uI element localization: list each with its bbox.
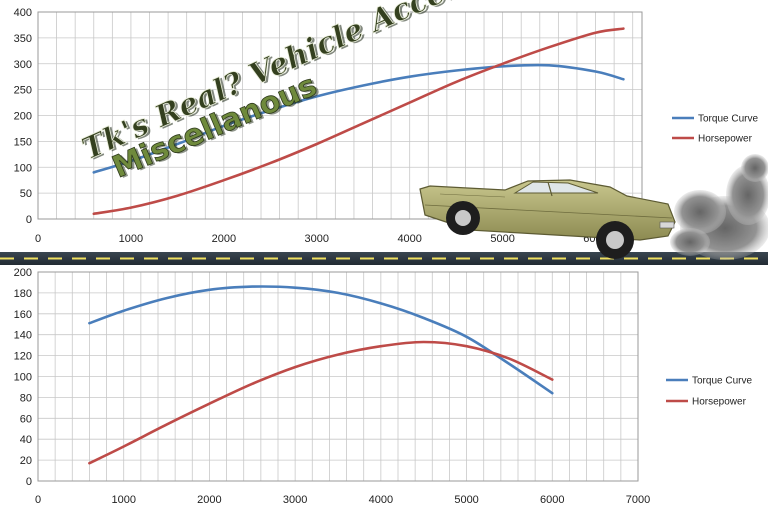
bottom-chart-y-tick-labels: 0 20 40 60 80 100 120 140 160 180 200: [14, 267, 32, 488]
top-chart-legend: Torque Curve Horsepower: [672, 114, 758, 145]
car-illustration: [419, 179, 676, 259]
y-tick-label: 80: [20, 392, 32, 404]
bottom-chart-series: [88, 285, 554, 465]
y-tick-label: 20: [20, 455, 32, 467]
series-line-torque-curve: [88, 285, 554, 395]
x-tick-label: 5000: [490, 233, 514, 245]
legend-label: Horsepower: [692, 397, 747, 408]
x-tick-label: 3000: [305, 233, 329, 245]
bottom-chart-x-tick-labels: 0 1000 2000 3000 4000 5000 6000 7000: [35, 494, 650, 506]
y-tick-label: 200: [14, 267, 32, 279]
y-tick-label: 200: [14, 111, 32, 123]
y-tick-label: 400: [14, 7, 32, 19]
bottom-chart-legend: Torque Curve Horsepower: [666, 376, 752, 408]
x-tick-label: 6000: [540, 494, 564, 506]
top-chart-x-tick-labels: 0 1000 2000 3000 4000 5000 6000: [35, 233, 608, 245]
y-tick-label: 140: [14, 330, 32, 342]
x-tick-label: 1000: [119, 233, 143, 245]
legend-label: Torque Curve: [698, 114, 758, 125]
y-tick-label: 100: [14, 162, 32, 174]
x-tick-label: 0: [35, 233, 41, 245]
top-chart: 0 50 100 150 200 250 300 350 400 0 1000 2000 3000 40…: [14, 7, 643, 245]
x-tick-label: 1000: [111, 494, 135, 506]
series-line-horsepower: [88, 340, 554, 465]
top-chart-grid: [37, 11, 643, 220]
y-tick-label: 150: [14, 136, 32, 148]
y-tick-label: 350: [14, 33, 32, 45]
x-tick-label: 7000: [626, 494, 650, 506]
x-tick-label: 3000: [283, 494, 307, 506]
y-tick-label: 60: [20, 413, 32, 425]
y-tick-label: 50: [20, 188, 32, 200]
series-line-horsepower: [92, 27, 625, 216]
bottom-chart: 0 20 40 60 80 100 120 140 160 180 200 0 1000 2000 300…: [14, 267, 651, 506]
x-tick-label: 2000: [197, 494, 221, 506]
exhaust-smoke: [670, 154, 768, 260]
y-tick-label: 300: [14, 59, 32, 71]
legend-label: Torque Curve: [692, 376, 752, 387]
y-tick-label: 160: [14, 309, 32, 321]
legend-label: Horsepower: [698, 134, 753, 145]
y-tick-label: 40: [20, 434, 32, 446]
y-tick-label: 0: [26, 214, 32, 226]
plot-frame: [37, 271, 639, 482]
plot-frame: [37, 11, 643, 220]
x-tick-label: 5000: [454, 494, 478, 506]
top-chart-y-tick-labels: 0 50 100 150 200 250 300 350 400: [14, 7, 32, 226]
top-chart-series: [92, 27, 625, 216]
series-line-torque-curve: [92, 63, 625, 174]
x-tick-label: 2000: [212, 233, 236, 245]
y-tick-label: 180: [14, 288, 32, 300]
y-tick-label: 0: [26, 476, 32, 488]
x-tick-label: 4000: [369, 494, 393, 506]
x-tick-label: 4000: [397, 233, 421, 245]
y-tick-label: 100: [14, 372, 32, 384]
x-tick-label: 0: [35, 494, 41, 506]
y-tick-label: 250: [14, 85, 32, 97]
road-strip: [0, 252, 768, 265]
y-tick-label: 120: [14, 351, 32, 363]
